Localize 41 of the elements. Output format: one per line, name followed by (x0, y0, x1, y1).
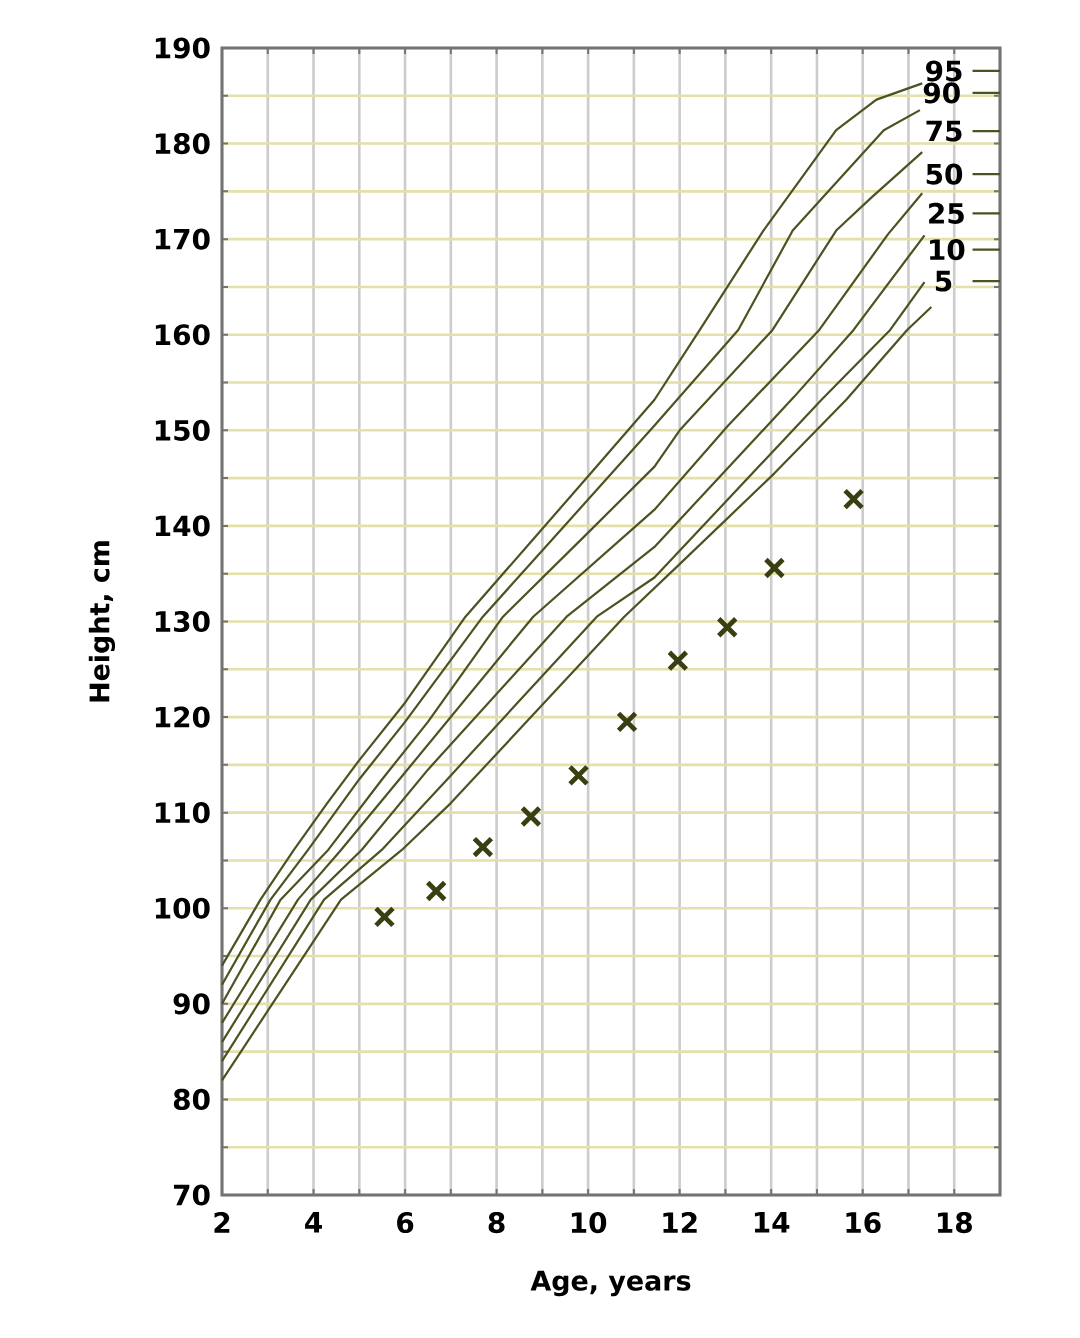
series-label: 90 (923, 82, 960, 104)
point (716, 616, 739, 639)
x-tick-label: 4 (305, 1212, 322, 1233)
y-tick-label: 120 (155, 706, 210, 728)
y-tick-label: 90 (173, 993, 210, 1015)
point (373, 905, 396, 928)
y-tick-label: 170 (155, 228, 210, 250)
point (842, 488, 865, 511)
y-tick-label: 100 (155, 897, 210, 919)
point (763, 557, 786, 579)
y-axis-title: Height, cm (88, 541, 116, 702)
y-tick-label: 110 (155, 802, 210, 824)
series-label: 25 (929, 202, 964, 224)
point (425, 880, 448, 902)
x-tick-label: 10 (571, 1212, 607, 1234)
y-tick-label: 150 (155, 419, 210, 441)
y-tick-label: 80 (173, 1088, 210, 1110)
point (666, 649, 689, 672)
point (567, 764, 590, 787)
y-tick-label: 130 (155, 610, 210, 633)
point (471, 836, 494, 858)
x-tick-label: 14 (754, 1212, 790, 1233)
series-label: 50 (926, 163, 963, 185)
x-axis-title: Age, years (530, 1270, 691, 1297)
x-tick-label: 12 (663, 1212, 697, 1233)
x-tick-label: 6 (397, 1212, 414, 1234)
x-tick-label: 18 (937, 1212, 972, 1234)
y-tick-label: 190 (155, 37, 210, 59)
y-tick-label: 180 (155, 133, 210, 155)
point (520, 805, 542, 828)
series-label: 75 (926, 120, 962, 142)
series-label: 10 (930, 239, 965, 261)
x-tick-label: 16 (846, 1212, 881, 1234)
x-tick-label: 2 (214, 1212, 230, 1233)
y-tick-label: 140 (155, 515, 210, 537)
y-tick-label: 70 (174, 1184, 210, 1206)
y-tick-label: 160 (155, 324, 210, 346)
x-tick-label: 8 (488, 1212, 505, 1234)
point (616, 710, 638, 733)
series-label: 95 (926, 60, 962, 82)
series-label: 5 (935, 270, 952, 292)
